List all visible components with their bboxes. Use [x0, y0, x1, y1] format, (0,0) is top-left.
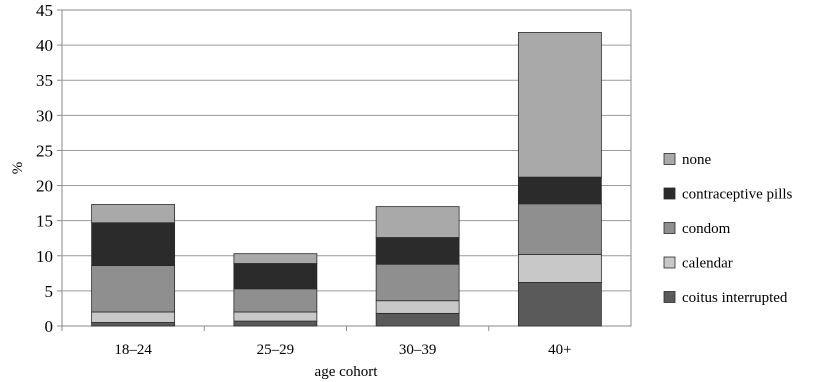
x-tick-label: 40+: [548, 342, 571, 358]
y-tick-label: 0: [45, 317, 54, 336]
bar-segment: [91, 265, 176, 313]
bar-segment: [233, 253, 318, 264]
legend-item: contraceptive pills: [663, 187, 793, 203]
bar-segment: [91, 222, 176, 267]
bar-segment: [233, 320, 318, 327]
legend-label: contraceptive pills: [682, 187, 793, 203]
bar-segment: [233, 311, 318, 322]
bar-segment: [375, 263, 460, 302]
bar-segment: [233, 263, 318, 290]
y-tick-label: 15: [36, 212, 53, 231]
bar-segment: [517, 203, 602, 255]
y-tick-label: 25: [36, 141, 53, 160]
bar-segment: [233, 288, 318, 313]
x-axis-label: age cohort: [315, 364, 379, 380]
bar-segment: [91, 322, 176, 327]
y-tick-label: 5: [45, 282, 54, 301]
bar-segment: [375, 206, 460, 238]
y-tick-label: 20: [36, 177, 53, 196]
x-axis-ticks: 18–24 25–29 30–39 40+: [61, 326, 572, 358]
x-tick-label: 30–39: [399, 342, 437, 358]
legend-swatch: [663, 153, 676, 165]
bar-segment: [91, 311, 176, 323]
legend-label: condom: [682, 221, 731, 237]
y-tick-label: 35: [36, 71, 53, 90]
legend-item: calendar: [663, 256, 733, 272]
legend-swatch: [663, 291, 676, 303]
legend-label: coitus interrupted: [682, 290, 788, 306]
y-tick-label: 45: [36, 1, 53, 20]
legend-swatch: [663, 187, 676, 200]
x-tick-label: 25–29: [257, 342, 295, 358]
legend-item: coitus interrupted: [663, 290, 788, 306]
bar-segment: [517, 253, 602, 283]
legend: none contraceptive pills condom calendar coi…: [663, 152, 793, 306]
bar-segment: [517, 176, 602, 205]
bar-segment: [517, 282, 602, 327]
y-tick-label: 40: [36, 36, 53, 55]
legend-label: calendar: [682, 256, 733, 272]
y-tick-label: 30: [36, 106, 53, 125]
y-axis-ticks: 0 5 10 15 20 25 30 35 40 45: [36, 1, 62, 336]
bar-segment: [375, 312, 460, 327]
legend-label: none: [682, 152, 712, 168]
legend-swatch: [663, 256, 676, 269]
y-axis-label: %: [10, 162, 26, 175]
bar-segment: [375, 300, 460, 314]
legend-swatch: [663, 222, 676, 234]
legend-item: condom: [663, 221, 731, 237]
x-tick-label: 18–24: [114, 342, 152, 358]
y-tick-label: 10: [36, 247, 53, 266]
bar-segment: [517, 32, 602, 178]
bar-segment: [91, 204, 176, 224]
legend-item: none: [663, 152, 712, 168]
bar-segment: [375, 237, 460, 265]
bars: [91, 32, 602, 327]
